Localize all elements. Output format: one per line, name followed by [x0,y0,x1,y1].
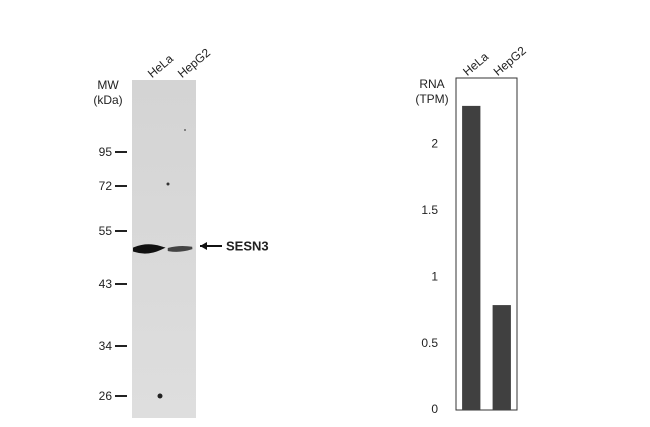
y-axis-label: (TPM) [415,92,448,106]
mw-marker-label: 55 [99,224,113,238]
mw-marker-label: 34 [99,339,113,353]
speck [184,129,186,131]
lane-label: HepG2 [175,45,213,80]
y-tick-label: 1 [431,269,438,283]
target-label: SESN3 [226,238,269,253]
mw-label: MW [97,78,119,92]
y-tick-label: 2 [431,137,438,151]
speck [166,182,170,186]
mw-marker-label: 72 [99,179,113,193]
y-tick-label: 1.5 [421,203,438,217]
speck [157,393,163,399]
x-tick-label: HeLa [460,49,491,78]
x-tick-label: HepG2 [491,43,529,78]
y-tick-label: 0.5 [421,336,438,350]
y-tick-label: 0 [431,402,438,416]
band [167,245,193,252]
band [133,244,166,254]
bar [462,105,481,410]
bar [492,305,511,410]
plot-frame [455,77,518,411]
mw-marker-label: 95 [99,145,113,159]
mw-label: (kDa) [93,93,122,107]
mw-marker-label: 43 [99,277,113,291]
y-axis-label: RNA [419,77,444,91]
lane-label: HeLa [145,51,176,80]
arrow-head [200,242,207,250]
mw-marker-label: 26 [99,389,113,403]
